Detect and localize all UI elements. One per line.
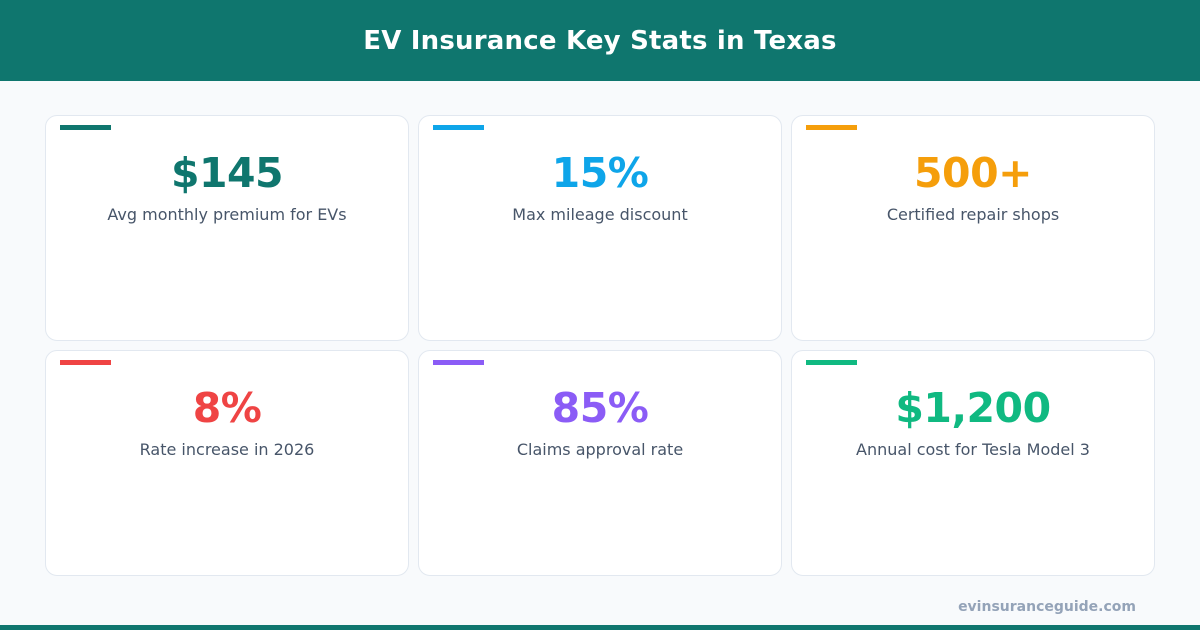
stat-value: 500+: [914, 149, 1032, 197]
stat-label: Annual cost for Tesla Model 3: [856, 440, 1090, 459]
accent-bar: [433, 360, 484, 365]
stat-card-repair-shops: 500+ Certified repair shops: [791, 115, 1155, 341]
stat-card-rate-increase: 8% Rate increase in 2026: [45, 350, 409, 576]
page-title: EV Insurance Key Stats in Texas: [363, 25, 837, 56]
accent-bar: [806, 125, 857, 130]
stat-card-tesla-annual-cost: $1,200 Annual cost for Tesla Model 3: [791, 350, 1155, 576]
accent-bar: [60, 125, 111, 130]
stat-label: Certified repair shops: [886, 205, 1060, 224]
header-banner: EV Insurance Key Stats in Texas: [0, 0, 1200, 81]
accent-bar: [433, 125, 484, 130]
stat-card-avg-monthly-premium: $145 Avg monthly premium for EVs: [45, 115, 409, 341]
stat-card-mileage-discount: 15% Max mileage discount: [418, 115, 782, 341]
stat-value: $145: [170, 149, 284, 197]
stat-value: 8%: [192, 384, 262, 432]
stat-label: Rate increase in 2026: [139, 440, 315, 459]
stat-value: 85%: [551, 384, 649, 432]
stat-label: Claims approval rate: [516, 440, 684, 459]
footer-site-url: evinsuranceguide.com: [958, 599, 1136, 615]
accent-bar: [60, 360, 111, 365]
stats-grid: $145 Avg monthly premium for EVs 15% Max…: [45, 115, 1155, 576]
stat-card-claims-approval: 85% Claims approval rate: [418, 350, 782, 576]
stat-label: Avg monthly premium for EVs: [107, 205, 347, 224]
accent-bar: [806, 360, 857, 365]
bottom-accent-bar: [0, 625, 1200, 630]
stat-value: $1,200: [895, 384, 1051, 432]
stat-value: 15%: [551, 149, 649, 197]
stat-label: Max mileage discount: [512, 205, 688, 224]
